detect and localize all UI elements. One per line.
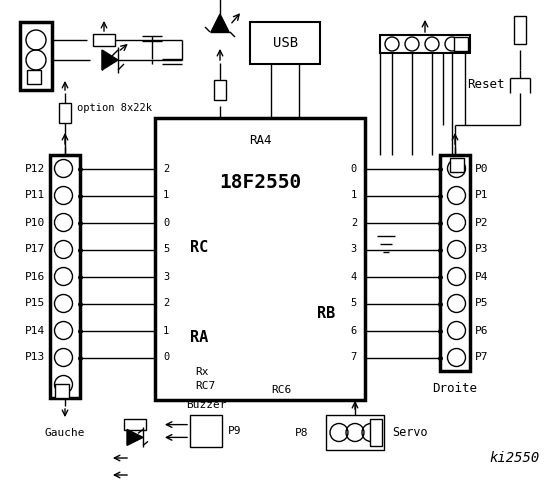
- Text: P15: P15: [25, 299, 45, 309]
- Text: P14: P14: [25, 325, 45, 336]
- Text: 1: 1: [163, 325, 169, 336]
- Polygon shape: [127, 430, 143, 445]
- Text: P12: P12: [25, 164, 45, 173]
- Bar: [214, 80, 226, 100]
- Text: P17: P17: [25, 244, 45, 254]
- Bar: [27, 70, 41, 84]
- Text: P0: P0: [475, 164, 488, 173]
- Bar: [450, 158, 463, 172]
- Bar: [380, 35, 470, 53]
- Text: P2: P2: [475, 217, 488, 228]
- Text: 2: 2: [163, 164, 169, 173]
- Text: Rx: Rx: [195, 367, 208, 377]
- Text: ki2550: ki2550: [490, 451, 540, 465]
- Text: P13: P13: [25, 352, 45, 362]
- Text: P9: P9: [228, 426, 242, 436]
- Text: 6: 6: [351, 325, 357, 336]
- Text: P16: P16: [25, 272, 45, 281]
- Polygon shape: [211, 14, 229, 32]
- Text: 0: 0: [163, 352, 169, 362]
- Text: 5: 5: [351, 299, 357, 309]
- Bar: [59, 103, 71, 123]
- Text: 0: 0: [163, 217, 169, 228]
- Text: 2: 2: [163, 299, 169, 309]
- Text: RC6: RC6: [271, 385, 291, 395]
- Bar: [93, 34, 115, 46]
- Bar: [20, 22, 52, 90]
- Bar: [155, 118, 365, 400]
- Bar: [514, 16, 526, 44]
- Text: RB: RB: [317, 305, 335, 321]
- Bar: [250, 22, 320, 64]
- Text: P6: P6: [475, 325, 488, 336]
- Bar: [50, 155, 80, 398]
- Text: P7: P7: [475, 352, 488, 362]
- Text: P8: P8: [295, 428, 308, 437]
- Text: 3: 3: [351, 244, 357, 254]
- Bar: [440, 155, 470, 371]
- Text: USB: USB: [273, 36, 298, 50]
- Text: P3: P3: [475, 244, 488, 254]
- Text: Reset: Reset: [467, 79, 505, 92]
- Text: option 8x22k: option 8x22k: [77, 103, 152, 113]
- Text: 18F2550: 18F2550: [219, 173, 301, 192]
- Text: RC: RC: [190, 240, 208, 255]
- Text: Buzzer: Buzzer: [186, 400, 226, 410]
- Bar: [190, 415, 222, 447]
- Text: 7: 7: [351, 352, 357, 362]
- Bar: [454, 37, 468, 51]
- Text: 3: 3: [163, 272, 169, 281]
- Polygon shape: [102, 50, 118, 70]
- Bar: [370, 419, 382, 446]
- Text: RC7: RC7: [195, 381, 215, 391]
- Text: 5: 5: [163, 244, 169, 254]
- Text: 4: 4: [351, 272, 357, 281]
- Text: 1: 1: [351, 191, 357, 201]
- Text: 2: 2: [351, 217, 357, 228]
- Bar: [55, 384, 69, 398]
- Text: 0: 0: [351, 164, 357, 173]
- Text: P1: P1: [475, 191, 488, 201]
- Text: P5: P5: [475, 299, 488, 309]
- Text: Servo: Servo: [392, 426, 427, 439]
- Text: RA: RA: [190, 331, 208, 346]
- Text: RA4: RA4: [249, 133, 272, 146]
- Bar: [124, 419, 146, 430]
- Text: Droite: Droite: [432, 383, 477, 396]
- Text: 1: 1: [163, 191, 169, 201]
- Text: P10: P10: [25, 217, 45, 228]
- Text: P4: P4: [475, 272, 488, 281]
- Text: P11: P11: [25, 191, 45, 201]
- Text: Gauche: Gauche: [45, 428, 85, 438]
- Bar: [326, 415, 384, 450]
